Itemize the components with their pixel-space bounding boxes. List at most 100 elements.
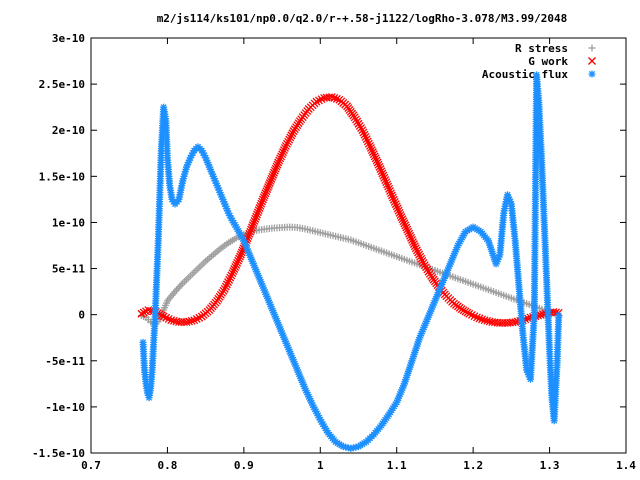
data-point xyxy=(361,132,370,141)
data-point xyxy=(264,181,273,190)
data-point xyxy=(374,160,383,169)
y-tick-label: 2.5e-10 xyxy=(39,78,85,91)
data-point xyxy=(390,197,399,206)
data-point xyxy=(394,206,403,215)
data-point xyxy=(380,173,389,182)
y-tick-label: 1.5e-10 xyxy=(39,170,85,183)
series-layer xyxy=(137,71,563,452)
data-point xyxy=(523,314,532,323)
y-tick-label: 2e-10 xyxy=(52,124,85,137)
y-tick-label: 1e-10 xyxy=(52,216,85,229)
data-point xyxy=(250,216,259,225)
data-point xyxy=(402,223,411,232)
data-point xyxy=(259,193,268,202)
data-point xyxy=(391,200,400,209)
data-point xyxy=(363,137,372,146)
x-tick-label: 0.7 xyxy=(81,459,101,472)
data-point xyxy=(387,191,396,200)
data-point xyxy=(225,275,234,284)
data-point xyxy=(412,246,421,255)
legend-marker xyxy=(588,57,596,65)
data-point xyxy=(173,286,181,294)
data-point xyxy=(286,133,295,142)
data-point xyxy=(270,168,278,177)
data-point xyxy=(360,130,369,139)
data-point xyxy=(227,271,236,280)
data-point xyxy=(417,254,426,263)
data-point xyxy=(408,236,416,244)
data-point xyxy=(226,273,235,282)
x-tick-label: 1.4 xyxy=(616,459,636,472)
data-point xyxy=(370,152,379,161)
data-point xyxy=(264,183,273,192)
data-point xyxy=(358,126,367,135)
data-point xyxy=(383,180,392,189)
y-tick-label: 3e-10 xyxy=(52,32,85,45)
data-point xyxy=(378,169,387,178)
data-point xyxy=(377,167,386,176)
data-point xyxy=(405,229,414,238)
data-point xyxy=(368,148,377,157)
x-tick-label: 1.2 xyxy=(463,459,483,472)
data-point xyxy=(399,217,408,226)
data-point xyxy=(409,240,418,249)
series-g-work xyxy=(137,93,563,327)
data-point xyxy=(279,148,287,157)
data-point xyxy=(364,139,373,148)
series-acoustic-flux xyxy=(139,71,563,452)
data-point xyxy=(273,160,282,169)
legend-label: R stress xyxy=(515,42,568,55)
legend-marker xyxy=(588,70,596,78)
legend-marker xyxy=(588,44,596,52)
data-point xyxy=(478,315,487,324)
data-point xyxy=(263,185,272,194)
data-point xyxy=(230,265,239,273)
legend-label: Acoustic flux xyxy=(482,68,568,81)
data-point xyxy=(256,201,265,210)
chart-title: m2/js114/ks101/np0.0/q2.0/r-+.58-j1122/l… xyxy=(157,12,568,25)
data-point xyxy=(253,208,262,217)
data-point xyxy=(246,227,255,236)
data-point xyxy=(371,154,380,163)
y-tick-label: 0 xyxy=(78,309,85,322)
data-point xyxy=(283,139,291,148)
data-point xyxy=(276,154,285,163)
data-point xyxy=(228,269,237,278)
data-point xyxy=(249,219,258,228)
x-tick-label: 1.1 xyxy=(387,459,407,472)
data-point xyxy=(281,141,290,150)
data-point xyxy=(367,146,376,155)
data-point xyxy=(139,308,148,317)
data-point xyxy=(392,202,401,211)
data-point xyxy=(398,215,407,224)
data-point xyxy=(137,309,146,318)
data-point xyxy=(266,176,275,185)
data-point xyxy=(171,288,179,296)
data-point xyxy=(385,184,394,193)
data-point xyxy=(269,170,278,179)
data-point xyxy=(252,212,261,221)
data-point xyxy=(369,150,378,159)
data-point xyxy=(261,189,270,198)
x-tick-label: 0.8 xyxy=(157,459,177,472)
data-point xyxy=(473,313,481,322)
y-tick-label: -1e-10 xyxy=(45,401,85,414)
data-point xyxy=(389,195,398,204)
data-point xyxy=(229,267,238,276)
data-point xyxy=(388,193,397,202)
data-point xyxy=(277,152,286,161)
data-point xyxy=(287,131,296,140)
x-tick-label: 1.3 xyxy=(540,459,560,472)
data-point xyxy=(327,93,336,101)
data-point xyxy=(232,260,241,269)
data-point xyxy=(262,187,271,196)
data-point xyxy=(418,256,427,265)
data-point xyxy=(332,94,341,103)
data-point xyxy=(403,225,412,234)
data-point xyxy=(381,176,390,184)
data-point xyxy=(330,93,339,102)
data-point xyxy=(408,238,417,247)
data-point xyxy=(257,199,266,208)
data-point xyxy=(386,187,394,195)
